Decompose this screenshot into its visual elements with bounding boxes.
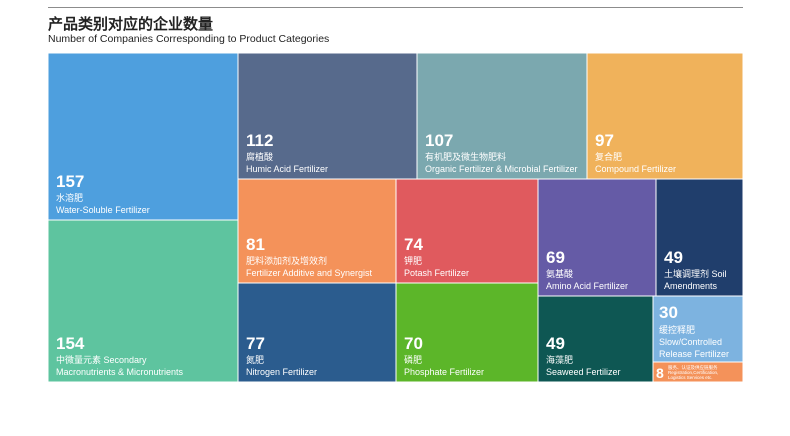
tile-rect <box>537 178 657 297</box>
tile-rect <box>47 219 239 383</box>
tile-label-en: Registration,Certification, <box>668 370 718 375</box>
tile-label-en: Amino Acid Fertilizer <box>546 281 628 291</box>
tile-rect <box>47 52 239 221</box>
tile-value: 8 <box>656 365 664 381</box>
tile-rect <box>416 52 588 180</box>
tile-label-en: Slow/Controlled <box>659 337 722 347</box>
tile-rect <box>395 178 539 284</box>
tile-label-cn: 土壤调理剂 Soil <box>664 268 727 279</box>
tile-label-en: Phosphate Fertilizer <box>404 367 484 377</box>
tile-value: 70 <box>404 334 423 353</box>
tile-value: 74 <box>404 235 423 254</box>
tile-label-cn: 磷肥 <box>404 354 422 365</box>
tile-value: 112 <box>246 131 273 150</box>
tile-label-en: Logistics Services etc. <box>668 375 713 380</box>
tile-label-cn: 钾肥 <box>404 255 422 266</box>
treemap-tile: 8 服务、认证及供应链服务Registration,Certification,L… <box>652 361 744 383</box>
tile-value: 81 <box>246 235 265 254</box>
tile-value: 49 <box>664 248 683 267</box>
tile-label-cn: 氮肥 <box>246 354 264 365</box>
treemap-tile: 30 缓控释肥 Slow/Controlled Release Fertilizer <box>652 295 744 363</box>
tile-label-cn: 缓控释肥 <box>659 324 695 335</box>
tile-label-cn: 氨基酸 <box>546 268 573 279</box>
tile-label-en: Fertilizer Additive and Synergist <box>246 268 373 278</box>
chart-title: 产品类别对应的企业数量 <box>48 16 214 33</box>
tile-label-cn: 复合肥 <box>595 151 622 162</box>
tile-rect <box>537 295 654 383</box>
tile-rect <box>652 295 744 363</box>
tile-label-cn: 水溶肥 <box>56 192 83 203</box>
tile-label-en: Nitrogen Fertilizer <box>246 367 317 377</box>
top-rule <box>48 7 743 8</box>
tile-label-en: Macronutrients & Micronutrients <box>56 367 184 377</box>
tile-value: 49 <box>546 334 565 353</box>
tile-label-en: Water-Soluble Fertilizer <box>56 205 150 215</box>
tile-value: 69 <box>546 248 565 267</box>
tile-value: 77 <box>246 334 265 353</box>
tile-label-en: Compound Fertilizer <box>595 164 676 174</box>
tile-label-en: Organic Fertilizer & Microbial Fertilize… <box>425 164 578 174</box>
tile-label-en: Amendments <box>664 281 718 291</box>
tile-label-cn: 海藻肥 <box>546 354 573 365</box>
tile-value: 154 <box>56 334 85 353</box>
tile-label-cn: 中微量元素 Secondary <box>56 354 147 365</box>
tile-rect <box>237 52 418 180</box>
tile-label-en: Seaweed Fertilizer <box>546 367 621 377</box>
tile-rect <box>586 52 744 180</box>
tile-label-cn: 服务、认证及供应链服务 <box>668 364 718 371</box>
tile-value: 107 <box>425 131 453 150</box>
tile-label-cn: 肥料添加剂及增效剂 <box>246 255 327 266</box>
tile-rect <box>652 361 744 383</box>
tile-label-en: Potash Fertilizer <box>404 268 469 278</box>
tile-label-cn: 腐植酸 <box>246 151 273 162</box>
chart-subtitle: Number of Companies Corresponding to Pro… <box>48 33 330 45</box>
tile-label-en: Humic Acid Fertilizer <box>246 164 328 174</box>
tile-label-cn: 有机肥及微生物肥料 <box>425 151 506 162</box>
tile-rect <box>237 282 397 383</box>
tile-rect <box>655 178 744 297</box>
tile-value: 30 <box>659 303 678 322</box>
tile-value: 97 <box>595 131 614 150</box>
tile-label-en: Release Fertilizer <box>659 349 729 359</box>
tile-value: 157 <box>56 172 84 191</box>
